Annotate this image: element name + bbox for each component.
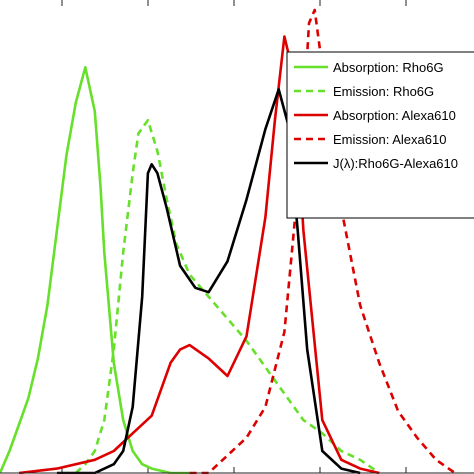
axis-ticks bbox=[61, 0, 407, 473]
series-line-2 bbox=[18, 35, 380, 474]
legend-label-4: J(λ):Rho6G-Alexa610 bbox=[333, 156, 458, 171]
series-lines bbox=[0, 8, 456, 474]
legend-label-3: Emission: Alexa610 bbox=[333, 132, 446, 147]
legend: Absorption: Rho6G Emission: Rho6G Absorpti… bbox=[286, 51, 474, 219]
series-line-0 bbox=[0, 66, 190, 474]
series-line-3 bbox=[189, 8, 456, 474]
series-line-4 bbox=[56, 88, 361, 474]
legend-label-1: Emission: Rho6G bbox=[333, 84, 434, 99]
legend-box bbox=[286, 51, 474, 219]
legend-label-2: Absorption: Alexa610 bbox=[333, 108, 456, 123]
legend-label-0: Absorption: Rho6G bbox=[333, 60, 444, 75]
